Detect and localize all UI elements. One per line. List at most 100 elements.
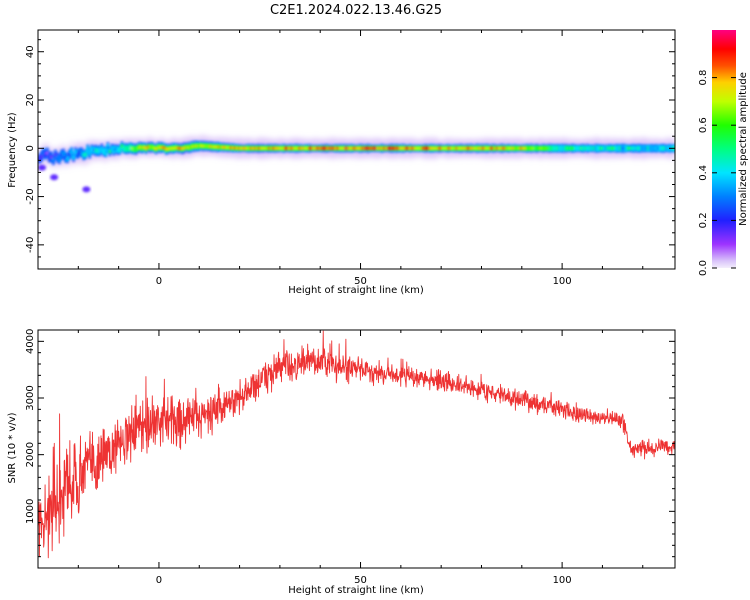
spectrogram-y-ticks: -40 -20 0 20 40 [25,39,675,270]
spectral-cell-core [370,146,374,150]
spectral-cell-core [658,146,662,150]
spectral-cell-core [552,146,555,150]
spectral-cell-core [154,147,158,151]
spectral-scatter-blob [82,186,91,193]
colorbar-tick-label: 0.2 [698,212,709,228]
spectral-cell-core [171,146,174,150]
spectral-cell-core [592,146,595,150]
colorbar-tick-label: 0.6 [698,117,709,133]
spectral-cell-core [261,146,265,150]
spectral-cell-core [412,146,416,150]
spectral-cell-core [437,146,440,150]
spectral-cell-core [491,146,495,150]
spectral-cell-core [648,146,652,150]
spectral-cell-core [308,146,311,150]
spectral-cell-core [92,148,96,152]
spectral-cell-core [96,149,100,153]
spectral-cell-core [519,146,523,150]
spectral-cell-core [289,146,293,150]
spectral-cell-core [396,146,400,150]
spectral-cell-core [392,146,396,150]
spectral-cell-core [54,153,57,157]
spectral-cell-core [120,144,124,148]
spectral-cell-core [66,156,69,160]
colorbar-tick-label: 0.0 [698,260,709,276]
spectral-cell-core [239,146,243,150]
spectral-cell-core [298,146,301,150]
spectral-cell-core [124,146,128,151]
spectral-cell-core [223,145,227,149]
spectral-cell-core [616,146,620,150]
spectral-cell-core [642,146,646,150]
spectral-cell-core [243,146,247,150]
spectral-cell-core [62,152,65,156]
snr-y-ticks: 1000 2000 3000 4000 [25,329,675,569]
spectral-cell-core [241,146,245,150]
spectral-cell-core [106,145,110,150]
spectral-cell-core [626,146,630,150]
spectral-cell-core [82,153,85,157]
spectral-cell-core [148,145,152,150]
spectral-cell-core [48,155,51,159]
spectral-cell-core [173,146,176,150]
spectral-cell-core [138,145,142,149]
spectral-cell-core [285,146,289,150]
spectral-cell-core [302,146,305,150]
spectrogram-y-tick-label: -40 [25,237,36,253]
spectral-cell-core [221,145,225,149]
spectral-cell-core [322,146,325,150]
spectral-cell-core [366,146,370,150]
spectral-cell-core [116,148,120,152]
spectral-cell-core [650,146,654,150]
spectral-cell-core [340,146,343,150]
spectral-cell-core [447,146,450,150]
spectral-cell-core [660,146,664,150]
spectral-cell-core [606,146,610,150]
snr-x-tick-label: 0 [156,575,162,586]
spectral-cell-core [400,146,404,150]
spectral-cell-core [618,146,622,150]
spectral-cell-core [74,150,77,155]
spectral-cell-core [219,145,223,149]
spectral-cell-core [356,146,360,150]
spectral-cell-core [406,146,410,150]
spectral-cell-core [112,148,116,152]
spectral-cell-core [497,146,501,150]
spectral-cell-core [40,155,43,159]
spectral-cell-core [352,146,356,150]
spectral-cell-core [483,146,487,150]
spectral-cell-core [207,144,210,148]
spectral-cell-core [548,146,551,150]
spectral-cell-core [634,146,638,150]
spectrogram-frame [37,29,676,270]
spectral-cell-core [459,146,462,150]
spectral-cell-core [487,146,491,150]
spectral-cell-core [445,146,448,150]
spectral-cell-core [213,145,216,149]
spectral-cell-core [126,147,130,151]
spectrogram-y-label: Frequency (Hz) [7,112,18,188]
spectral-cell-core [495,146,499,150]
spectral-cell-core [507,146,511,150]
snr-panel: 0 50 100 1000 2000 3000 4000 Height of straig… [7,329,676,596]
spectral-cell-core [467,146,470,150]
spectral-cell-core [70,150,73,155]
spectral-cell-core [193,144,196,148]
spectral-cell-core [209,144,212,149]
spectral-cell-core [576,146,579,150]
spectral-cell-core [588,146,591,150]
spectral-cell-core [267,146,271,150]
spectral-cell-core [46,151,49,155]
spectral-cell-core [527,146,531,150]
spectral-cell-core [156,145,160,149]
spectral-cell-core [142,145,146,149]
spectral-cell-core [217,145,221,149]
spectral-cell-core [122,147,126,151]
spectral-cell-core [624,146,628,150]
spectral-cell-core [394,146,398,150]
spectral-cell-core [654,146,658,150]
spectral-cell-core [443,146,446,150]
spectral-cell-core [44,152,47,156]
spectral-cell-core [191,144,194,148]
